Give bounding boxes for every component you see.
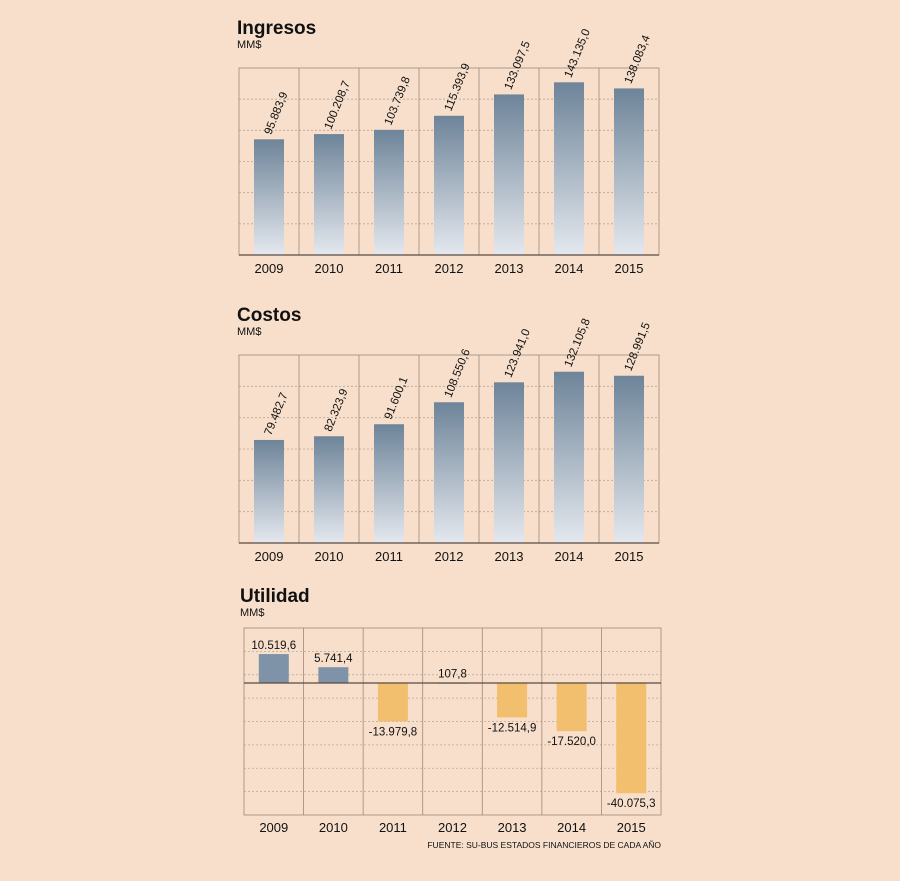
x-tick-label: 2013 — [495, 261, 524, 276]
bar — [374, 129, 404, 255]
chart-costos-plot: 79.482,7200982.323,9201091.600,12011108.… — [238, 317, 660, 564]
data-label: 79.482,7 — [263, 391, 291, 437]
chart-title: Costos — [237, 305, 301, 326]
bar — [616, 683, 647, 794]
chart-title: Utilidad — [240, 586, 310, 607]
bar — [494, 94, 524, 255]
chart-unit: MM$ — [240, 607, 264, 619]
bar — [554, 371, 584, 543]
data-label: 123.941,0 — [503, 327, 533, 379]
bar — [434, 115, 464, 256]
bar — [497, 683, 528, 718]
data-label: 100.208,7 — [323, 79, 353, 131]
data-label: -40.075,3 — [607, 798, 656, 810]
x-tick-label: 2015 — [615, 549, 644, 564]
x-tick-label: 2014 — [555, 261, 584, 276]
bar — [254, 439, 284, 543]
x-tick-label: 2011 — [375, 261, 403, 276]
x-tick-label: 2009 — [255, 549, 284, 564]
bar — [434, 402, 464, 543]
chart-ingresos: Ingresos MM$ 95.883,9 2009 100.208,7 2010 10… — [237, 18, 660, 276]
x-tick-label: 2014 — [557, 820, 586, 835]
chart-utilidad-plot: 10.519,6 2009 5.741,4 2010 -13.979,8 2011 107,… — [243, 627, 662, 835]
data-label: 143.135,0 — [563, 27, 593, 79]
bar — [614, 375, 644, 543]
data-label: 128.991,5 — [623, 321, 653, 373]
x-tick-label: 2013 — [495, 549, 524, 564]
data-label: 138.083,4 — [623, 33, 654, 85]
chart-costos: Costos MM$ 79.482,7 2009 82.323,9 2010 91.60… — [237, 305, 660, 564]
data-label: 10.519,6 — [251, 640, 296, 652]
data-label: 115.393,9 — [443, 62, 473, 113]
chart-utilidad: Utilidad MM$ 10.519,6 2009 5.741,4 2010 -13.… — [240, 586, 662, 835]
chart-ingresos-plot: 95.883,9 2009 100.208,7 2010 103.739,8 2011 11… — [238, 27, 660, 276]
chart-title: Ingresos — [237, 18, 316, 39]
data-label: -13.979,8 — [369, 726, 418, 738]
data-label: 107,8 — [438, 669, 467, 681]
bar — [258, 654, 289, 683]
x-tick-label: 2012 — [435, 549, 464, 564]
x-tick-label: 2015 — [615, 261, 644, 276]
x-tick-label: 2012 — [438, 820, 467, 835]
plot-frame — [243, 627, 662, 816]
source-note: FUENTE: SU-BUS ESTADOS FINANCIEROS DE CA… — [427, 840, 661, 850]
x-tick-label: 2015 — [617, 820, 646, 835]
bar — [254, 139, 284, 255]
data-label: 103.739,8 — [383, 75, 413, 127]
bar — [318, 667, 349, 683]
bar — [556, 683, 587, 732]
bar — [614, 88, 644, 255]
chart-unit: MM$ — [237, 326, 261, 338]
data-label: 132.105,8 — [563, 317, 593, 369]
bar — [494, 382, 524, 543]
data-label: 91.600,1 — [383, 375, 411, 421]
x-tick-label: 2009 — [255, 261, 284, 276]
data-label: 133.097,5 — [503, 40, 533, 92]
data-label: -17.520,0 — [547, 736, 596, 748]
chart-unit: MM$ — [237, 39, 261, 51]
data-label: 5.741,4 — [314, 653, 353, 665]
x-tick-label: 2014 — [555, 549, 584, 564]
x-tick-label: 2011 — [379, 820, 407, 835]
x-tick-label: 2010 — [315, 261, 344, 276]
data-label: -12.514,9 — [488, 722, 537, 734]
bar — [377, 683, 408, 722]
x-tick-label: 2010 — [319, 820, 348, 835]
bar — [554, 82, 584, 255]
x-tick-label: 2009 — [259, 820, 288, 835]
x-tick-label: 2011 — [375, 549, 403, 564]
x-tick-label: 2013 — [498, 820, 527, 835]
bar — [314, 436, 344, 543]
bar — [314, 134, 344, 255]
data-label: 82.323,9 — [323, 387, 351, 433]
x-tick-label: 2010 — [315, 549, 344, 564]
data-label: 95.883,9 — [263, 90, 291, 136]
bar — [374, 424, 404, 543]
x-tick-label: 2012 — [435, 261, 464, 276]
